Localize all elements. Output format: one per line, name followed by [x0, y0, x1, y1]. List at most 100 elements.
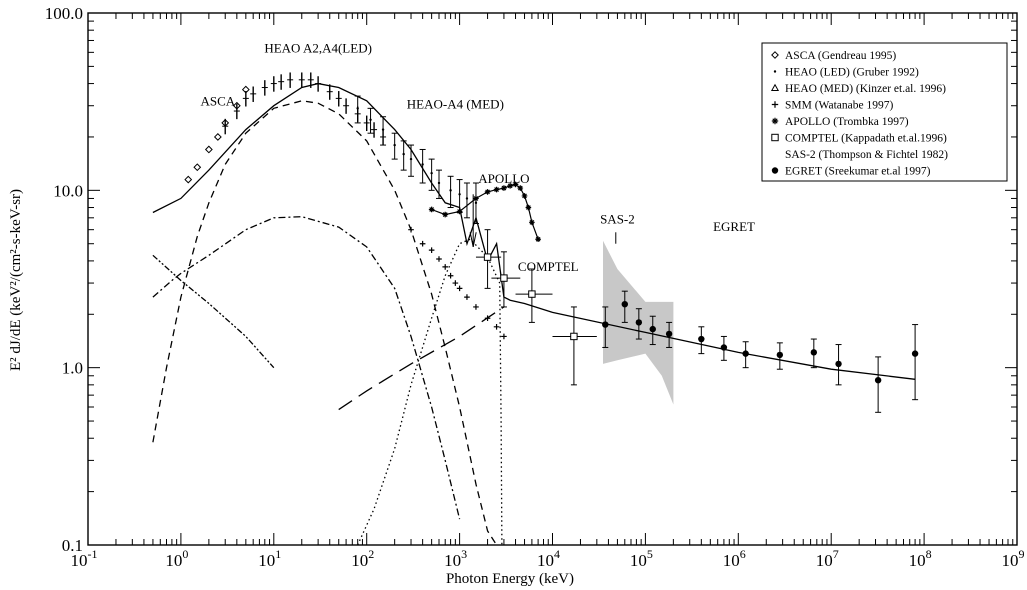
dot-marker [773, 70, 777, 73]
y-tick-label: 100.0 [45, 4, 83, 23]
square-marker [483, 253, 492, 261]
model-curve-total [152, 82, 916, 380]
filled-circle-marker [874, 376, 882, 384]
filled-circle-point [835, 360, 842, 368]
asterisk-marker [501, 185, 507, 191]
asterisk-marker [535, 236, 541, 243]
x-tick-label: 106 [723, 547, 746, 570]
x-tick-label: 105 [630, 547, 653, 570]
filled-circle-point [720, 344, 728, 351]
diamond-marker [213, 133, 222, 141]
asterisk-marker [525, 204, 532, 211]
heao-med-point [465, 197, 469, 200]
smm-point [493, 324, 500, 330]
annotation-label: EGRET [713, 219, 755, 234]
square-point [500, 274, 508, 282]
asterisk-marker [529, 219, 535, 226]
dot-marker [409, 157, 413, 161]
y-tick-label: 0.1 [62, 536, 83, 555]
x-tick-label: 107 [816, 547, 839, 570]
asterisk-marker [512, 181, 519, 188]
filled-circle-marker [810, 349, 818, 356]
annotation-label: APOLLO [478, 171, 529, 186]
annotation-label: COMPTEL [518, 259, 579, 274]
y-tick-label: 1.0 [62, 359, 83, 378]
legend-marker-filled-circle [771, 167, 779, 174]
heao-med-point [449, 189, 452, 192]
plus-marker [464, 294, 470, 300]
apollo-arrow-head [469, 232, 477, 247]
legend-marker-diamond [771, 51, 779, 59]
legend-entry-label: HEAO (MED) (Kinzer et.al. 1996) [785, 83, 946, 95]
heao-med-point [402, 152, 405, 156]
square-point [528, 290, 536, 298]
filled-circle-marker [742, 350, 749, 357]
filled-circle-point [911, 350, 919, 357]
smm-point [464, 294, 470, 300]
model-curves-layer [152, 82, 916, 546]
series-square [475, 229, 597, 386]
dot-marker [356, 107, 359, 110]
y-tick-label: 10.0 [53, 181, 83, 200]
x-tick-label: 104 [537, 547, 560, 570]
diamond-point [193, 163, 202, 172]
dot-marker [430, 171, 433, 175]
series-bars [222, 72, 387, 146]
apollo-point [525, 204, 532, 211]
plus-marker [484, 315, 491, 322]
legend-entry-label: ASCA (Gendreau 1995) [785, 50, 896, 62]
triangle-marker [770, 83, 780, 92]
dot-marker [421, 163, 424, 166]
dot-marker [465, 197, 469, 200]
annotation-label: SAS-2 [600, 212, 635, 227]
model-curve-thermal-dashed [152, 100, 498, 546]
dot-marker [474, 201, 478, 205]
asterisk-marker [473, 195, 479, 202]
x-tick-label: 108 [909, 547, 932, 570]
x-tick-label: 10-1 [71, 547, 98, 570]
diamond-point [213, 133, 222, 141]
annotation-label: HEAO-A4 (MED) [407, 96, 504, 111]
filled-circle-point [742, 350, 749, 357]
dot-marker [437, 181, 441, 185]
heao-med-point [421, 163, 424, 166]
legend-marker-asterisk [771, 117, 779, 125]
legend-entry-label: COMPTEL (Kappadath et.al.1996) [785, 133, 947, 145]
filled-circle-marker [649, 325, 656, 333]
legend-marker-triangle [770, 83, 780, 92]
square-marker [771, 133, 779, 142]
filled-circle-point [698, 335, 705, 343]
legend-entry-label: EGRET (Sreekumar et.al 1997) [785, 166, 931, 178]
filled-circle-marker [771, 167, 779, 174]
annotations-layer: ASCA HEAO A2,A4(LED) HEAO-A4 (MED) APOLLO CO… [201, 40, 756, 274]
filled-circle-point [649, 325, 656, 333]
diamond-point [184, 175, 193, 184]
asterisk-marker [517, 185, 524, 191]
series-asterisk-line [428, 181, 541, 243]
apollo-point [529, 219, 535, 226]
diamond-point [204, 145, 213, 154]
square-point [483, 253, 492, 261]
smm-point [408, 226, 414, 233]
plus-marker [428, 247, 435, 253]
series-errorbar [354, 95, 479, 225]
dot-marker [449, 189, 452, 192]
model-curve-dash-dot [152, 216, 461, 520]
apollo-point [521, 193, 528, 199]
square-point [570, 332, 578, 341]
plus-marker [442, 264, 449, 270]
smm-point [501, 333, 507, 340]
x-tick-label: 100 [165, 547, 188, 570]
filled-circle-point [776, 351, 784, 359]
plus-marker [771, 101, 779, 108]
filled-circle-marker [665, 330, 673, 338]
apollo-point [501, 185, 507, 191]
model-curve-dotted [357, 238, 503, 546]
heao-med-point [458, 193, 461, 196]
filled-circle-marker [835, 360, 842, 368]
asterisk-marker [771, 117, 779, 125]
diamond-marker [771, 51, 779, 59]
smm-point [484, 315, 491, 322]
plus-marker [493, 324, 500, 330]
legend-marker-dot [773, 70, 777, 73]
